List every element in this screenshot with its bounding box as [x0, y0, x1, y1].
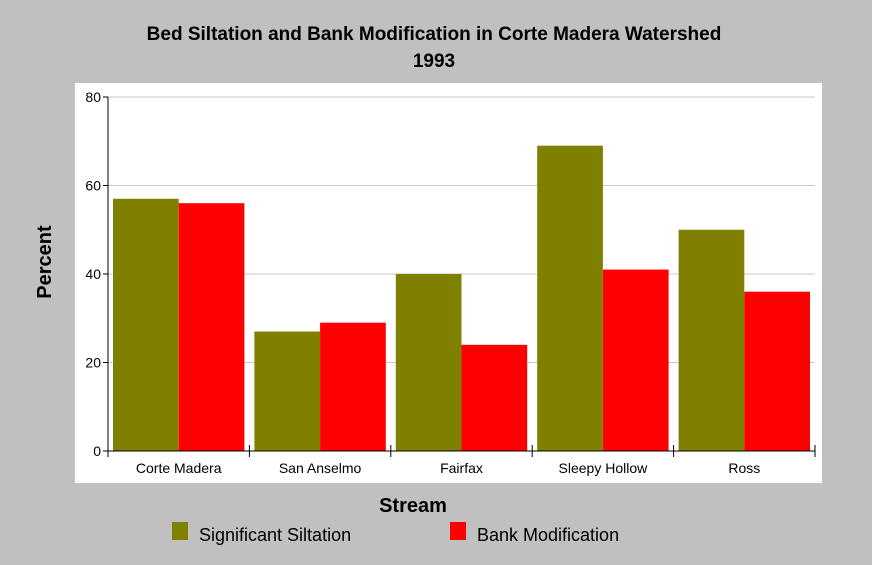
y-tick-label: 20 — [85, 355, 101, 371]
legend-swatch — [172, 522, 188, 540]
bar — [320, 322, 386, 451]
bar — [744, 291, 810, 451]
bar — [178, 203, 245, 451]
bars — [113, 145, 810, 452]
y-tick-label: 0 — [93, 443, 101, 459]
legend-swatch — [450, 522, 466, 540]
x-tick-label: Ross — [728, 460, 760, 476]
legend: Significant Siltation Bank Modification — [172, 522, 619, 545]
bar — [678, 229, 745, 451]
x-tick-labels: Corte Madera San Anselmo Fairfax Sleepy Hol… — [136, 460, 760, 476]
legend-label: Bank Modification — [477, 525, 619, 545]
chart-title: Bed Siltation and Bank Modification in C… — [147, 24, 722, 45]
x-tick-label: Corte Madera — [136, 460, 222, 476]
chart-subtitle: 1993 — [413, 51, 455, 72]
x-axis-title: Stream — [379, 495, 447, 517]
y-tick-label: 80 — [85, 89, 101, 105]
bar — [461, 344, 528, 451]
bar — [602, 269, 669, 451]
x-tick-label: Fairfax — [440, 460, 483, 476]
bar — [254, 331, 321, 451]
legend-label: Significant Siltation — [199, 525, 351, 545]
bar — [113, 198, 179, 451]
x-tick-label: Sleepy Hollow — [559, 460, 649, 476]
y-axis-title: Percent — [34, 225, 56, 299]
axes — [107, 97, 816, 457]
bar — [537, 145, 603, 452]
x-tick-label: San Anselmo — [279, 460, 362, 476]
y-tick-label: 40 — [85, 266, 101, 282]
y-tick-label: 60 — [85, 178, 101, 194]
bar — [395, 274, 462, 451]
y-tick-labels: 0 20 40 60 80 — [85, 89, 101, 459]
